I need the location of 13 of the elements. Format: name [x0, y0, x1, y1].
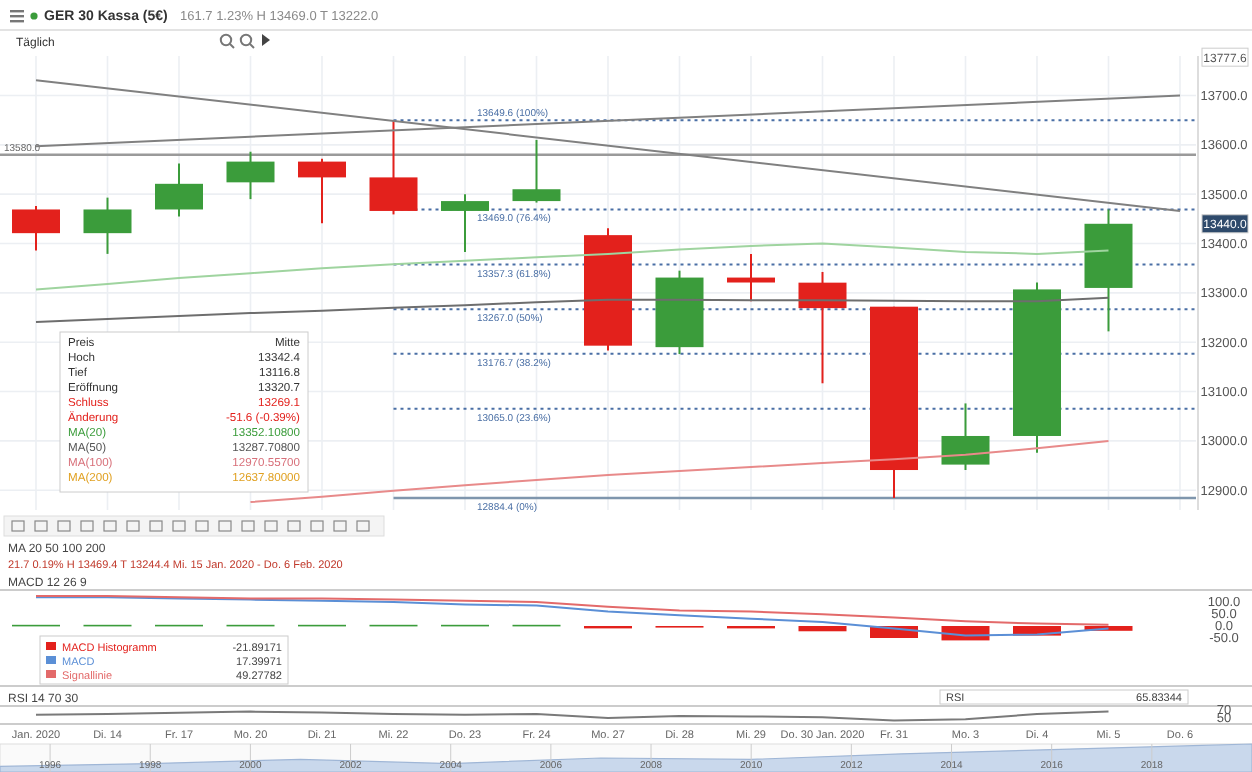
line-series — [35, 595, 1110, 626]
candlestick — [369, 119, 418, 216]
candlestick — [298, 157, 346, 225]
candlestick — [83, 196, 132, 255]
candlestick — [941, 402, 990, 472]
candlestick — [155, 162, 203, 218]
candlestick — [226, 150, 275, 201]
line-series — [35, 296, 1110, 323]
candlestick — [512, 138, 561, 204]
candlestick — [12, 205, 60, 252]
candlestick — [727, 252, 775, 303]
line-series — [35, 596, 1110, 637]
candlestick — [798, 270, 847, 385]
